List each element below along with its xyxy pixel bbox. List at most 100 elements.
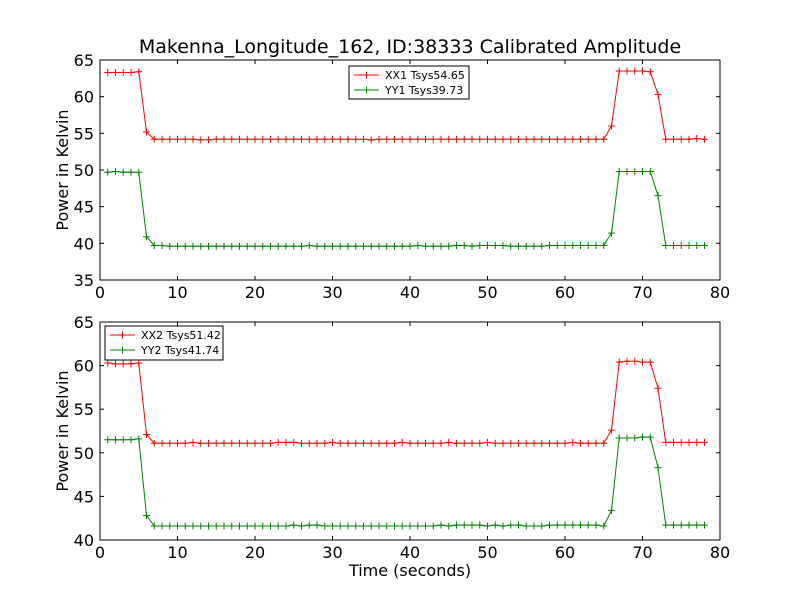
data-point <box>584 242 592 250</box>
data-point <box>414 522 422 530</box>
data-point <box>685 242 693 250</box>
legend-marker <box>119 331 126 339</box>
data-point <box>569 242 577 250</box>
data-point <box>584 439 592 447</box>
data-point <box>398 522 406 530</box>
data-point <box>701 242 708 250</box>
data-point <box>150 522 158 530</box>
data-point <box>313 135 321 143</box>
data-point <box>429 242 437 250</box>
data-point <box>639 167 646 175</box>
data-point <box>569 135 577 143</box>
data-point <box>437 242 445 250</box>
data-point <box>569 438 577 446</box>
data-point <box>429 135 437 143</box>
data-point <box>646 68 654 76</box>
y-axis-label: Power in Kelvin <box>53 109 72 230</box>
data-point <box>631 67 639 75</box>
data-point <box>104 359 112 367</box>
data-point <box>623 167 631 175</box>
data-point <box>631 167 639 175</box>
data-point <box>608 229 615 237</box>
data-point <box>321 242 329 250</box>
data-point <box>460 242 468 250</box>
data-point <box>313 242 321 250</box>
data-point <box>615 434 623 442</box>
data-point <box>546 135 553 143</box>
data-point <box>321 135 329 143</box>
data-point <box>468 439 476 447</box>
data-point <box>662 242 670 250</box>
data-point <box>383 439 391 447</box>
data-point <box>143 128 150 136</box>
data-point <box>367 522 375 530</box>
data-point <box>468 135 476 143</box>
data-point <box>305 242 313 250</box>
data-point <box>243 242 251 250</box>
data-point <box>282 438 290 446</box>
data-point <box>313 521 321 529</box>
data-point <box>212 242 220 250</box>
data-point <box>670 438 677 446</box>
data-point <box>267 522 274 530</box>
legend-box <box>348 65 470 100</box>
data-point <box>468 242 476 250</box>
data-point <box>274 242 282 250</box>
data-point <box>189 522 197 530</box>
data-point <box>189 438 197 446</box>
data-point <box>321 522 329 530</box>
data-point <box>646 433 654 441</box>
data-point <box>453 135 460 143</box>
data-point <box>391 522 398 530</box>
data-point <box>135 435 143 443</box>
data-point <box>305 521 313 529</box>
data-point <box>677 438 685 446</box>
y-tick-label: 35 <box>74 271 94 290</box>
data-point <box>243 439 251 447</box>
data-point <box>298 242 305 250</box>
data-point <box>631 357 639 365</box>
data-point <box>600 135 608 143</box>
data-point <box>561 521 569 529</box>
data-point <box>135 168 143 176</box>
x-tick-label: 70 <box>632 543 652 562</box>
data-point <box>701 521 708 529</box>
x-tick-label: 40 <box>400 543 420 562</box>
data-point <box>181 522 189 530</box>
data-point <box>561 242 569 250</box>
data-point <box>367 242 375 250</box>
data-point <box>693 242 701 250</box>
data-point <box>360 135 367 143</box>
data-point <box>290 135 298 143</box>
data-point <box>608 426 615 434</box>
data-point <box>181 135 189 143</box>
data-point <box>631 434 639 442</box>
y-tick-label: 50 <box>74 161 94 180</box>
data-point <box>228 522 236 530</box>
data-point <box>375 439 383 447</box>
data-point <box>398 242 406 250</box>
data-point <box>592 242 600 250</box>
data-point <box>600 522 608 530</box>
legend-marker <box>363 71 370 79</box>
data-point <box>274 135 282 143</box>
data-point <box>220 135 228 143</box>
data-point <box>639 358 646 366</box>
data-point <box>344 242 352 250</box>
data-point <box>158 242 166 250</box>
data-point <box>515 521 522 529</box>
data-point <box>274 522 282 530</box>
data-point <box>445 522 453 530</box>
data-point <box>228 242 236 250</box>
data-point <box>174 135 181 143</box>
data-point <box>460 135 468 143</box>
data-point <box>530 439 538 447</box>
legend: XX2 Tsys51.42 YY2 Tsys41.74 <box>104 325 224 361</box>
data-point <box>437 439 445 447</box>
data-point <box>592 135 600 143</box>
data-point <box>522 522 530 530</box>
data-point <box>197 439 205 447</box>
chart-title: Makenna_Longitude_162, ID:38333 Calibrat… <box>139 36 681 58</box>
data-point <box>662 521 670 529</box>
x-tick-label: 50 <box>477 283 497 302</box>
